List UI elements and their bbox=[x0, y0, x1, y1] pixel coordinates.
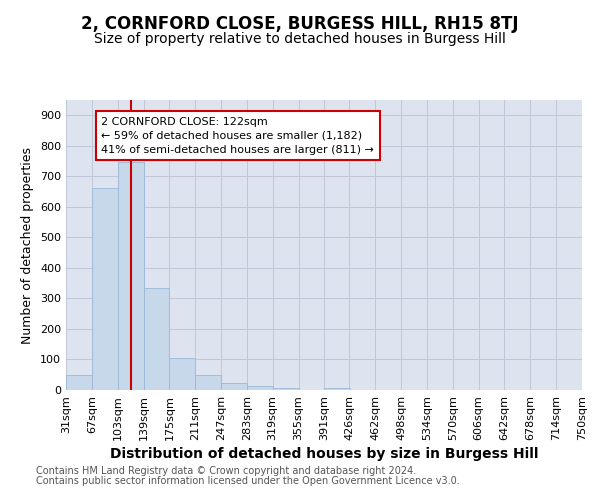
Bar bbox=[247, 386, 272, 390]
Text: Size of property relative to detached houses in Burgess Hill: Size of property relative to detached ho… bbox=[94, 32, 506, 46]
Bar bbox=[272, 388, 299, 390]
X-axis label: Distribution of detached houses by size in Burgess Hill: Distribution of detached houses by size … bbox=[110, 447, 538, 461]
Text: 2, CORNFORD CLOSE, BURGESS HILL, RH15 8TJ: 2, CORNFORD CLOSE, BURGESS HILL, RH15 8T… bbox=[81, 15, 519, 33]
Y-axis label: Number of detached properties: Number of detached properties bbox=[22, 146, 34, 344]
Bar bbox=[118, 162, 143, 390]
Bar bbox=[169, 358, 195, 390]
Bar bbox=[92, 188, 118, 390]
Bar bbox=[325, 388, 350, 390]
Bar bbox=[195, 374, 221, 390]
Bar bbox=[143, 288, 169, 390]
Text: Contains HM Land Registry data © Crown copyright and database right 2024.: Contains HM Land Registry data © Crown c… bbox=[36, 466, 416, 476]
Text: Contains public sector information licensed under the Open Government Licence v3: Contains public sector information licen… bbox=[36, 476, 460, 486]
Bar bbox=[66, 374, 92, 390]
Bar bbox=[221, 384, 247, 390]
Text: 2 CORNFORD CLOSE: 122sqm
← 59% of detached houses are smaller (1,182)
41% of sem: 2 CORNFORD CLOSE: 122sqm ← 59% of detach… bbox=[101, 117, 374, 155]
